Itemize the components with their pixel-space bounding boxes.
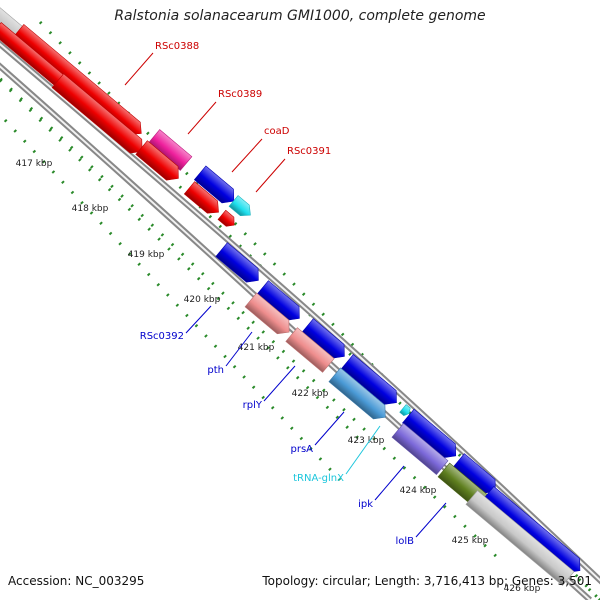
scale-label: 426 kbp	[504, 584, 541, 594]
feature-leader-line	[231, 138, 263, 173]
feature-block	[215, 242, 259, 283]
scale-label: 423 kbp	[348, 436, 385, 446]
feature-labels: RSc0388 RSc0389 coaD RSc0391 RSc0392 pth rplY p…	[140, 41, 414, 547]
feature-block	[193, 165, 235, 204]
feature-label-coad: coaD	[264, 126, 290, 137]
tick-arc	[0, 78, 362, 442]
feature-block	[256, 280, 300, 321]
feature-block	[465, 490, 575, 586]
feature-label-leaders	[124, 52, 447, 538]
feature-leader-line	[185, 305, 212, 334]
feature-label-rsc0389: RSc0389	[218, 89, 262, 100]
feature-label-pth: pth	[207, 365, 224, 376]
feature-leader-line	[124, 52, 154, 86]
feature-label-lolb: lolB	[395, 536, 414, 547]
feature-label-rsc0388: RSc0388	[155, 41, 199, 52]
feature-block	[301, 318, 345, 359]
scale-label: 419 kbp	[128, 250, 165, 260]
feature-label-rsc0391: RSc0391	[287, 146, 331, 157]
feature-label-ipk: ipk	[358, 499, 373, 510]
feature-block	[328, 367, 386, 420]
feature-leader-line	[255, 158, 286, 193]
feature-block	[341, 354, 397, 405]
feature-leader-line	[263, 365, 296, 402]
feature-leader-line	[415, 502, 447, 538]
scale-label: 421 kbp	[238, 343, 275, 353]
scale-label: 425 kbp	[452, 536, 489, 546]
feature-label-prsa: prsA	[290, 444, 313, 455]
feature-leader-line	[374, 465, 405, 501]
scale-label: 418 kbp	[72, 204, 109, 214]
feature-block	[399, 404, 411, 417]
feature-block	[135, 140, 179, 181]
scale-label: 420 kbp	[184, 295, 221, 305]
feature-block	[147, 129, 193, 171]
feature-block	[217, 209, 235, 227]
feature-block	[481, 486, 581, 573]
feature-blocks	[0, 2, 581, 586]
feature-block	[51, 73, 143, 154]
feature-leader-line	[225, 331, 253, 367]
feature-block	[228, 195, 251, 217]
feature-block	[402, 408, 457, 458]
accession-text: Accession: NC_003295	[8, 574, 145, 588]
scale-label: 424 kbp	[400, 486, 437, 496]
scale-labels: 417 kbp 418 kbp 419 kbp 420 kbp 421 kbp 422 k…	[16, 159, 541, 594]
scale-label: 422 kbp	[292, 389, 329, 399]
feature-label-trna-glnx: tRNA-glnX	[293, 473, 344, 484]
feature-leader-line	[314, 411, 345, 446]
feature-block	[13, 24, 142, 135]
feature-leader-line	[345, 425, 381, 475]
genome-summary-text: Topology: circular; Length: 3,716,413 bp…	[262, 574, 592, 588]
feature-block	[244, 292, 290, 335]
scale-label: 417 kbp	[16, 159, 53, 169]
feature-label-rsc0392: RSc0392	[140, 331, 184, 342]
map-title: Ralstonia solanacearum GMI1000, complete…	[114, 8, 486, 24]
feature-leader-line	[187, 101, 217, 135]
feature-block	[183, 181, 219, 214]
feature-block	[391, 423, 449, 475]
tick-arc	[0, 76, 502, 562]
feature-label-rply: rplY	[243, 400, 263, 411]
feature-block	[285, 327, 335, 373]
